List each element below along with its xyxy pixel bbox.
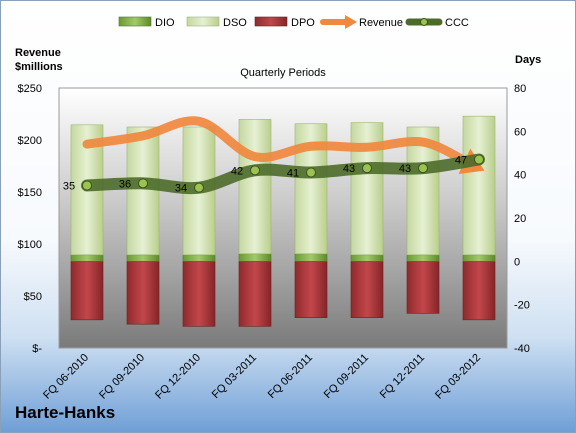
dio-bar	[406, 254, 440, 262]
ccc-data-label: 42	[231, 165, 243, 177]
left-axis-title-line1: Revenue	[15, 47, 61, 59]
dio-bar	[238, 253, 272, 262]
dso-bar	[126, 126, 160, 256]
right-tick-label: 20	[514, 213, 526, 225]
left-tick-label: $50	[24, 291, 42, 303]
legend-label-revenue: Revenue	[359, 17, 403, 29]
legend-swatch	[254, 16, 288, 27]
legend-label-ccc: CCC	[445, 17, 469, 29]
dpo-bar	[182, 261, 216, 327]
ccc-point	[362, 163, 372, 174]
legend-swatch	[186, 16, 220, 27]
ccc-data-label: 35	[63, 181, 75, 193]
left-axis-title-line2: $millions	[15, 61, 63, 73]
revenue-line	[82, 116, 475, 169]
legend-label-dpo: DPO	[291, 17, 315, 29]
ccc-data-label: 34	[175, 183, 187, 195]
dpo-bar	[406, 261, 440, 314]
ccc-point	[82, 180, 92, 191]
ccc-data-label: 43	[343, 163, 355, 175]
ccc-data-label: 43	[399, 163, 411, 175]
category-label: FQ 09-2010	[97, 352, 147, 402]
left-tick-label: $150	[18, 187, 42, 199]
category-label: FQ 03-2011	[210, 352, 259, 401]
legend-swatch	[118, 16, 152, 27]
dso-bar	[462, 115, 496, 256]
left-tick-label: $-	[32, 343, 42, 355]
right-tick-label: 80	[514, 83, 526, 95]
category-label: FQ 06-2011	[266, 352, 315, 401]
category-label: FQ 03-2012	[433, 352, 483, 402]
dpo-bar	[294, 261, 328, 318]
ccc-point	[418, 163, 428, 174]
right-tick-label: -20	[514, 300, 530, 312]
legend-swatch	[420, 18, 428, 26]
dpo-bar	[462, 261, 496, 321]
right-tick-label: 40	[514, 170, 526, 182]
left-tick-label: $200	[18, 135, 42, 147]
dio-bar	[294, 253, 328, 262]
company-name: Harte-Hanks	[15, 403, 116, 422]
dpo-bar	[126, 261, 160, 325]
category-label: FQ 12-2010	[153, 352, 203, 402]
ccc-point	[138, 178, 148, 189]
right-tick-label: 0	[514, 256, 520, 268]
right-tick-label: 60	[514, 126, 526, 138]
chart-title: Quarterly Periods	[240, 67, 326, 79]
dpo-bar	[70, 261, 104, 321]
legend-label-dso: DSO	[223, 17, 247, 29]
category-label: FQ 09-2011	[322, 352, 371, 401]
dpo-bar	[238, 261, 272, 327]
ccc-data-label: 47	[455, 155, 467, 167]
ccc-point	[474, 154, 484, 165]
dio-bar	[182, 254, 216, 262]
dio-bar	[462, 254, 496, 262]
dpo-bar	[350, 261, 384, 318]
left-tick-label: $250	[18, 83, 42, 95]
ccc-data-label: 41	[287, 168, 299, 180]
ccc-point	[194, 182, 204, 193]
legend-swatch	[345, 15, 357, 29]
category-label: FQ 12-2011	[378, 352, 427, 401]
ccc-point	[306, 167, 316, 178]
ccc-data-label: 36	[119, 178, 131, 190]
right-tick-label: -40	[514, 343, 530, 355]
left-tick-label: $100	[18, 239, 42, 251]
right-axis-title: Days	[515, 54, 541, 66]
dso-bar	[238, 119, 272, 255]
plot-area	[58, 87, 508, 349]
legend-label-dio: DIO	[155, 17, 175, 29]
ccc-point	[250, 165, 260, 176]
dio-bar	[350, 254, 384, 262]
category-label: FQ 06-2010	[41, 352, 91, 402]
dio-bar	[126, 254, 160, 262]
dio-bar	[70, 254, 104, 262]
